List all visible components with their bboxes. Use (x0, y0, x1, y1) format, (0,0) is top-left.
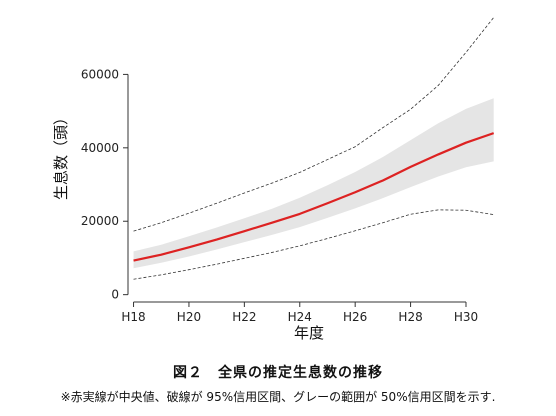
y-tick-label: 60000 (81, 67, 119, 81)
x-tick-label: H26 (343, 310, 367, 324)
ci95-lower-line (133, 209, 494, 280)
x-axis-title: 年度 (294, 324, 324, 342)
y-axis-title: 生息数（頭） (52, 110, 70, 200)
x-tick-label: H24 (288, 310, 312, 324)
y-tick-label: 20000 (81, 214, 119, 228)
x-tick-label: H30 (454, 310, 478, 324)
ci95-upper-line (133, 17, 495, 232)
plot-area (0, 0, 556, 360)
x-tick-label: H18 (121, 310, 145, 324)
x-tick-label: H22 (232, 310, 256, 324)
y-tick-label: 40000 (81, 141, 119, 155)
figure-note: ※赤実線が中央値、破線が 95%信用区間、グレーの範囲が 50%信用区間を示す. (60, 390, 496, 404)
series-layer (133, 17, 495, 280)
y-tick-label: 0 (111, 288, 119, 302)
ci50-band-layer (133, 98, 494, 269)
figure-title: 図２ 全県の推定生息数の推移 (173, 365, 383, 381)
x-tick-label: H20 (177, 310, 201, 324)
ci50-band (133, 98, 494, 269)
median-line (133, 132, 495, 262)
chart: H18 H20 H22 H24 H26 H28 H30 0 20000 40000 60000 年度… (0, 0, 556, 360)
tick-layer: H18 H20 H22 H24 H26 H28 H30 0 20000 40000 60000 (81, 67, 478, 324)
x-tick-label: H28 (398, 310, 422, 324)
